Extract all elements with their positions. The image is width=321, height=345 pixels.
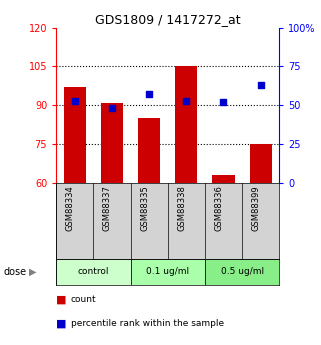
Bar (56, 259, 131, 285)
Text: GSM88334: GSM88334 (66, 185, 75, 231)
Text: GSM88336: GSM88336 (214, 185, 223, 231)
Point (72, 98, 77, 104)
Point (147, 92, 152, 97)
Text: control: control (78, 267, 109, 276)
Bar (249, 144, 272, 183)
Text: dose: dose (3, 267, 26, 277)
Text: count: count (71, 295, 96, 304)
Bar (64, 87, 86, 183)
Text: GSM88399: GSM88399 (252, 185, 261, 231)
Bar (175, 66, 197, 183)
Text: 0.5 ug/ml: 0.5 ug/ml (221, 267, 264, 276)
Point (258, 82, 263, 88)
Text: 0.1 ug/ml: 0.1 ug/ml (146, 267, 189, 276)
Bar (205, 259, 279, 285)
Point (184, 98, 189, 104)
Bar (131, 259, 205, 285)
Point (221, 99, 226, 105)
Text: ■: ■ (56, 319, 67, 329)
Text: GSM88337: GSM88337 (103, 185, 112, 231)
Text: GSM88335: GSM88335 (140, 185, 149, 231)
Text: ▶: ▶ (29, 267, 36, 277)
Bar (101, 103, 123, 183)
Point (109, 106, 115, 111)
Bar (138, 118, 160, 183)
Text: percentile rank within the sample: percentile rank within the sample (71, 319, 224, 328)
Bar (213, 175, 235, 183)
Text: ■: ■ (56, 295, 67, 305)
Title: GDS1809 / 1417272_at: GDS1809 / 1417272_at (95, 13, 240, 27)
Text: GSM88338: GSM88338 (177, 185, 186, 231)
